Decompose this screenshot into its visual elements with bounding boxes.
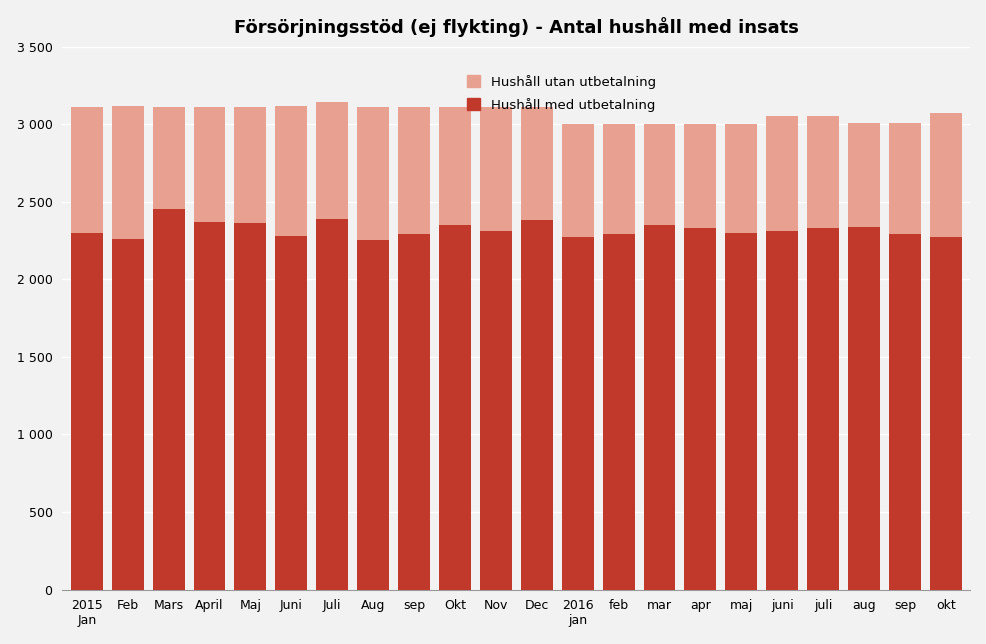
Bar <box>193 107 225 222</box>
Bar <box>929 238 960 590</box>
Bar <box>153 209 184 590</box>
Bar <box>725 232 756 590</box>
Bar <box>397 234 430 590</box>
Bar <box>643 225 674 590</box>
Bar <box>807 117 838 228</box>
Bar <box>275 236 307 590</box>
Bar <box>847 227 880 590</box>
Bar <box>602 124 634 234</box>
Bar <box>683 228 716 590</box>
Bar <box>521 107 552 220</box>
Bar <box>929 113 960 238</box>
Bar <box>439 107 470 225</box>
Legend: Hushåll utan utbetalning, Hushåll med utbetalning: Hushåll utan utbetalning, Hushåll med ut… <box>461 70 661 117</box>
Bar <box>888 122 920 234</box>
Bar <box>439 225 470 590</box>
Bar <box>111 106 144 239</box>
Bar <box>397 107 430 234</box>
Title: Försörjningsstöd (ej flykting) - Antal hushåll med insats: Försörjningsstöd (ej flykting) - Antal h… <box>234 17 798 37</box>
Bar <box>683 124 716 228</box>
Bar <box>111 239 144 590</box>
Bar <box>765 231 798 590</box>
Bar <box>765 117 798 231</box>
Bar <box>521 220 552 590</box>
Bar <box>71 232 103 590</box>
Bar <box>561 124 593 238</box>
Bar <box>725 124 756 232</box>
Bar <box>888 234 920 590</box>
Bar <box>479 107 512 231</box>
Bar <box>316 102 348 219</box>
Bar <box>357 240 388 590</box>
Bar <box>316 219 348 590</box>
Bar <box>479 231 512 590</box>
Bar <box>561 238 593 590</box>
Bar <box>235 107 266 223</box>
Bar <box>235 223 266 590</box>
Bar <box>602 234 634 590</box>
Bar <box>193 222 225 590</box>
Bar <box>847 122 880 227</box>
Bar <box>71 107 103 232</box>
Bar <box>357 107 388 240</box>
Bar <box>153 107 184 209</box>
Bar <box>807 228 838 590</box>
Bar <box>643 124 674 225</box>
Bar <box>275 106 307 236</box>
